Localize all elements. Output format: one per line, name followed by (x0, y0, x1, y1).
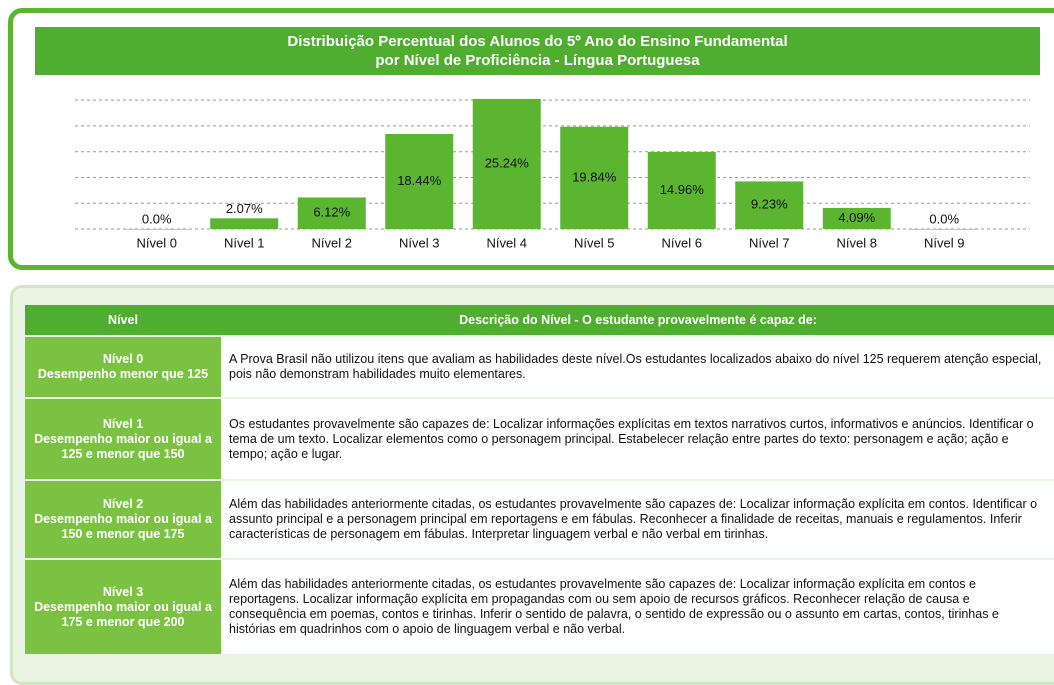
bar (647, 151, 716, 229)
level-name: Nível 0 (102, 352, 144, 366)
x-tick-label: Nível 1 (224, 235, 264, 250)
data-label: 6.12% (313, 205, 350, 220)
description-cell: A Prova Brasil não utilizou itens que av… (221, 337, 1054, 397)
table-row: Nível 0 Desempenho menor que 125 A Prova B… (25, 337, 1054, 397)
title-line: por Nível de Proficiência - Língua Portu… (375, 52, 700, 69)
x-tick-label: Nível 4 (487, 235, 527, 250)
bar (910, 229, 979, 230)
data-label: 14.96% (660, 182, 705, 197)
page: Distribuição Percentual dos Alunos do 5º… (8, 8, 1054, 685)
level-cell: Nível 1 Desempenho maior ou igual a 125 e… (25, 399, 221, 479)
data-label: 4.09% (838, 210, 875, 225)
level-name: Nível 1 (102, 416, 144, 431)
data-label: 9.23% (751, 197, 788, 212)
table-row: Nível 2 Desempenho maior ou igual a 150 e… (25, 481, 1054, 558)
chart-title: Distribuição Percentual dos Alunos do 5º… (35, 27, 1040, 75)
bar (822, 207, 891, 229)
data-label: 0.0% (929, 211, 959, 226)
table-row: Nível 1 Desempenho maior ou igual a 125 e… (25, 399, 1054, 479)
level-cell: Nível 3 Desempenho maior ou igual a 175 e… (25, 560, 221, 654)
x-tick-label: Nível 2 (312, 235, 352, 250)
header-cell: Descrição do Nível - O estudante provave… (221, 305, 1054, 335)
chart: Nível 0 0.0% Nível 1 2.07% Nível 2 6.12% Nível… (75, 98, 1030, 250)
x-tick-label: Nível 9 (924, 235, 964, 250)
x-tick-label: Nível 8 (837, 235, 877, 250)
bar (210, 218, 279, 229)
level-cell: Nível 2 Desempenho maior ou igual a 150 e… (25, 481, 221, 558)
level-name: Nível 3 (102, 584, 144, 599)
bar (297, 197, 366, 229)
x-tick-label: Nível 0 (137, 235, 177, 250)
level-name: Nível 2 (102, 497, 144, 511)
data-label: 18.44% (397, 173, 442, 188)
table-row: Nível 3 Desempenho maior ou igual a 175 e… (25, 560, 1054, 654)
description-cell: Os estudantes provavelmente são capazes … (221, 399, 1054, 479)
bar (560, 126, 629, 229)
level-range: Desempenho menor que 125 (37, 367, 209, 381)
x-tick-label: Nível 7 (749, 235, 789, 250)
bar (735, 181, 804, 229)
x-tick-label: Nível 6 (662, 235, 702, 250)
data-label: 2.07% (226, 201, 263, 216)
bar (122, 229, 191, 230)
chart-frame (8, 8, 1054, 270)
level-range: Desempenho maior ou igual a 150 e menor … (34, 512, 212, 541)
data-label: 25.24% (485, 155, 530, 170)
description-cell: Além das habilidades anteriormente citad… (221, 481, 1054, 558)
level-cell: Nível 0 Desempenho menor que 125 (25, 337, 221, 397)
description-cell: Além das habilidades anteriormente citad… (221, 560, 1054, 654)
level-range: Desempenho maior ou igual a 125 e menor … (34, 431, 212, 461)
table: Nível Descrição do Nível - O estudante pr… (25, 303, 1054, 656)
header-cell: Nível (25, 305, 221, 335)
data-label: 19.84% (572, 169, 617, 184)
bar (472, 98, 541, 229)
header-row: Nível Descrição do Nível - O estudante pr… (25, 305, 1054, 335)
x-tick-label: Nível 5 (574, 235, 614, 250)
data-label: 0.0% (142, 211, 172, 226)
level-range: Desempenho maior ou igual a 175 e menor … (34, 599, 212, 629)
bar (385, 133, 454, 229)
x-tick-label: Nível 3 (399, 235, 439, 250)
title-line: Distribuição Percentual dos Alunos do 5º… (287, 33, 788, 50)
